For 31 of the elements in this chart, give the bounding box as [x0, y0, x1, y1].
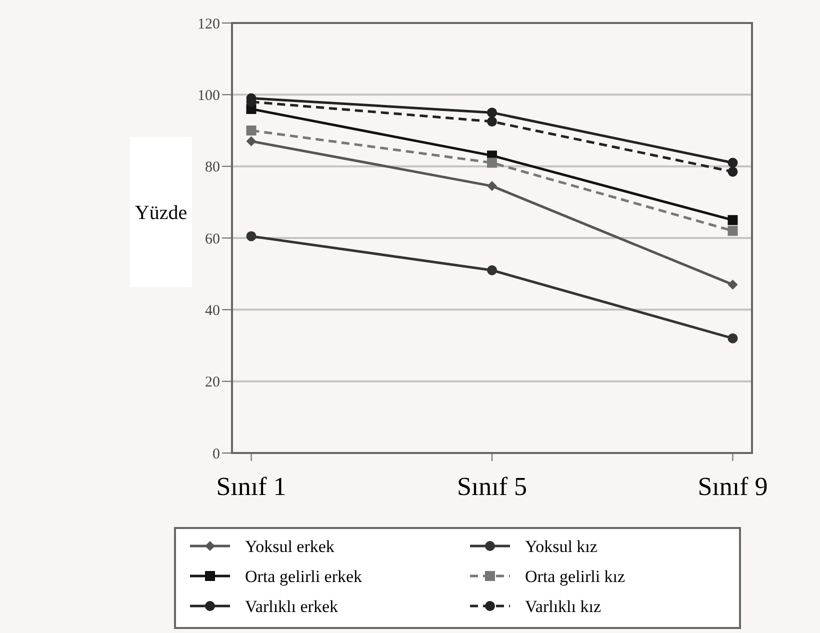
x-tick-label: Sınıf 5	[456, 472, 528, 501]
legend-label: Varlıklı erkek	[245, 596, 338, 616]
point	[246, 231, 256, 242]
y-tick-label: 0	[212, 446, 220, 462]
point	[728, 166, 738, 177]
point	[487, 108, 497, 118]
legend-label: Orta gelirli erkek	[245, 566, 363, 586]
y-tick-label: 120	[198, 16, 220, 32]
legend-label: Yoksul erkek	[245, 536, 335, 556]
point	[487, 265, 497, 276]
legend-label: Varlıklı kız	[525, 596, 602, 616]
point	[728, 215, 738, 226]
y-tick-label: 100	[198, 88, 220, 104]
y-axis-title: Yüzde	[134, 202, 188, 224]
point	[487, 181, 497, 192]
x-tick-label: Sınıf 9	[698, 472, 768, 501]
y-tick-label: 40	[205, 302, 220, 319]
point	[487, 158, 497, 168]
legend-label: Yoksul kız	[525, 536, 598, 556]
y-tick-label: 80	[205, 160, 220, 176]
point	[246, 126, 256, 136]
point	[728, 280, 738, 290]
point	[487, 116, 497, 127]
x-tick-label: Sınıf 1	[216, 472, 286, 501]
point	[728, 226, 738, 236]
point	[246, 136, 256, 146]
legend-label: Orta gelirli kız	[525, 566, 626, 586]
y-tick-label: 60	[205, 231, 220, 248]
point	[728, 158, 738, 168]
y-tick-label: 20	[205, 374, 220, 391]
point	[728, 333, 738, 344]
